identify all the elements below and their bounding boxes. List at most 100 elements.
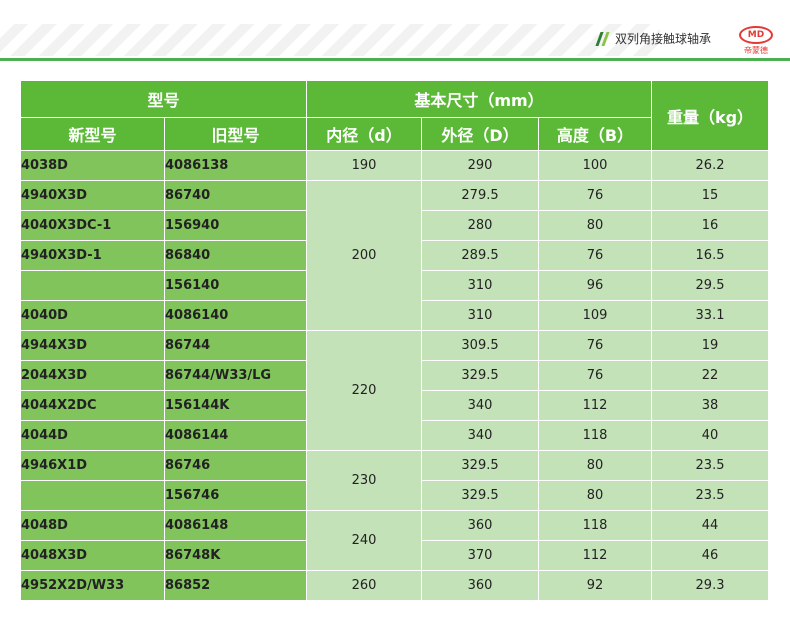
- bearing-spec-table: 型号 基本尺寸（mm） 重量（kg） 新型号 旧型号 内径（d） 外径（D） 高…: [19, 80, 770, 601]
- cell-weight: 46: [651, 540, 770, 571]
- header-title-area: 双列角接触球轴承: [595, 30, 712, 47]
- cell-inner-diameter: 200: [306, 180, 423, 331]
- cell-outer-diameter: 310: [421, 270, 540, 301]
- cell-height: 109: [538, 300, 653, 331]
- cell-height: 76: [538, 360, 653, 391]
- cell-outer-diameter: 310: [421, 300, 540, 331]
- cell-new-model: [20, 480, 165, 511]
- cell-new-model: 4940X3D-1: [20, 240, 165, 271]
- cell-outer-diameter: 370: [421, 540, 540, 571]
- table-row: 156746 329.5 80 23.5: [20, 480, 770, 511]
- cell-height: 92: [538, 570, 653, 601]
- logo-mark: MD: [739, 26, 773, 44]
- table-row: 4044X2DC 156144K 340 112 38: [20, 390, 770, 421]
- cell-height: 100: [538, 150, 653, 181]
- cell-inner-diameter: 260: [306, 570, 423, 601]
- group-header-size: 基本尺寸（mm）: [306, 80, 653, 118]
- cell-height: 112: [538, 540, 653, 571]
- cell-new-model: 4944X3D: [20, 330, 165, 361]
- cell-new-model: 4044D: [20, 420, 165, 451]
- cell-old-model: 4086140: [163, 300, 308, 331]
- cell-new-model: 4044X2DC: [20, 390, 165, 421]
- header-divider: [0, 58, 790, 61]
- cell-old-model: 86740: [163, 180, 308, 211]
- cell-outer-diameter: 340: [421, 390, 540, 421]
- cell-old-model: 86744: [163, 330, 308, 361]
- cell-old-model: 86744/W33/LG: [163, 360, 308, 391]
- group-header-model: 型号: [19, 80, 308, 118]
- cell-new-model: 4048X3D: [20, 540, 165, 571]
- cell-weight: 29.5: [651, 270, 770, 301]
- cell-height: 80: [538, 480, 653, 511]
- cell-new-model: [20, 270, 165, 301]
- cell-height: 118: [538, 420, 653, 451]
- table-row: 4038D 4086138 190 290 100 26.2: [20, 150, 770, 181]
- cell-weight: 15: [651, 180, 770, 211]
- cell-inner-diameter: 230: [306, 450, 423, 511]
- table-row: 4940X3D-1 86840 289.5 76 16.5: [20, 240, 770, 271]
- cell-height: 76: [538, 180, 653, 211]
- cell-outer-diameter: 290: [421, 150, 540, 181]
- table-row: 2044X3D 86744/W33/LG 329.5 76 22: [20, 360, 770, 391]
- cell-outer-diameter: 329.5: [421, 480, 540, 511]
- cell-weight: 26.2: [651, 150, 770, 181]
- cell-old-model: 86852: [163, 570, 308, 601]
- cell-inner-diameter: 220: [306, 330, 423, 451]
- cell-weight: 23.5: [651, 480, 770, 511]
- table-row: 4952X2D/W33 86852 260 360 92 29.3: [20, 570, 770, 601]
- cell-old-model: 4086144: [163, 420, 308, 451]
- cell-inner-diameter: 190: [306, 150, 423, 181]
- col-header-new-model: 新型号: [20, 117, 165, 151]
- cell-weight: 19: [651, 330, 770, 361]
- cell-old-model: 4086148: [163, 510, 308, 541]
- cell-old-model: 156144K: [163, 390, 308, 421]
- col-header-outer-diameter: 外径（D）: [421, 117, 540, 151]
- cell-height: 96: [538, 270, 653, 301]
- logo-subtext: 帝蒙德: [744, 46, 768, 55]
- page-title: 双列角接触球轴承: [615, 32, 712, 46]
- cell-weight: 40: [651, 420, 770, 451]
- cell-weight: 22: [651, 360, 770, 391]
- header-stripe-band: [0, 24, 660, 56]
- cell-outer-diameter: 360: [421, 570, 540, 601]
- cell-outer-diameter: 309.5: [421, 330, 540, 361]
- cell-new-model: 4946X1D: [20, 450, 165, 481]
- cell-weight: 33.1: [651, 300, 770, 331]
- cell-old-model: 156940: [163, 210, 308, 241]
- cell-height: 80: [538, 450, 653, 481]
- cell-old-model: 86840: [163, 240, 308, 271]
- col-header-height: 高度（B）: [538, 117, 653, 151]
- table-row: 4048X3D 86748K 370 112 46: [20, 540, 770, 571]
- cell-outer-diameter: 329.5: [421, 450, 540, 481]
- cell-old-model: 86746: [163, 450, 308, 481]
- table-row: 4946X1D 86746 230 329.5 80 23.5: [20, 450, 770, 511]
- col-header-weight: 重量（kg）: [651, 80, 770, 151]
- cell-old-model: 86748K: [163, 540, 308, 571]
- cell-height: 76: [538, 330, 653, 361]
- brand-logo: MD 帝蒙德: [736, 26, 776, 56]
- cell-new-model: 4952X2D/W33: [20, 570, 165, 601]
- cell-old-model: 156746: [163, 480, 308, 511]
- table-row: 4040X3DC-1 156940 280 80 16: [20, 210, 770, 241]
- table-row: 4940X3D 86740 200 279.5 76 15: [20, 180, 770, 331]
- cell-new-model: 4940X3D: [20, 180, 165, 211]
- cell-height: 118: [538, 510, 653, 541]
- cell-inner-diameter: 240: [306, 510, 423, 571]
- cell-old-model: 4086138: [163, 150, 308, 181]
- cell-new-model: 2044X3D: [20, 360, 165, 391]
- cell-outer-diameter: 280: [421, 210, 540, 241]
- cell-weight: 44: [651, 510, 770, 541]
- cell-weight: 16: [651, 210, 770, 241]
- cell-new-model: 4040X3DC-1: [20, 210, 165, 241]
- cell-outer-diameter: 360: [421, 510, 540, 541]
- table-row: 4040D 4086140 310 109 33.1: [20, 300, 770, 331]
- table-row: 4044D 4086144 340 118 40: [20, 420, 770, 451]
- table-row: 4048D 4086148 240 360 118 44: [20, 510, 770, 571]
- cell-weight: 16.5: [651, 240, 770, 271]
- col-header-inner-diameter: 内径（d）: [306, 117, 423, 151]
- cell-height: 76: [538, 240, 653, 271]
- table-row: 4944X3D 86744 220 309.5 76 19: [20, 330, 770, 451]
- cell-new-model: 4048D: [20, 510, 165, 541]
- cell-outer-diameter: 340: [421, 420, 540, 451]
- cell-weight: 29.3: [651, 570, 770, 601]
